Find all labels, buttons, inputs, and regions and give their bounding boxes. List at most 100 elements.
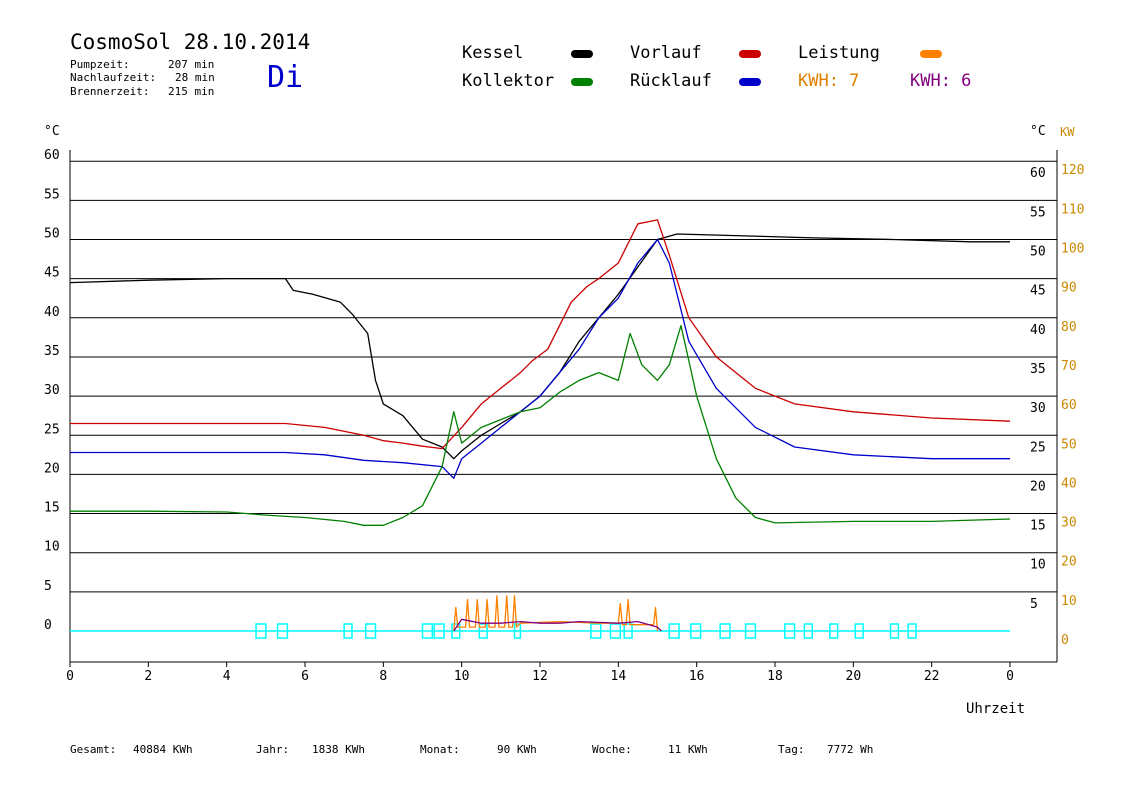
pump-block (255, 623, 267, 639)
pump-block (276, 623, 289, 639)
pumpzeit-label: Pumpzeit: (70, 58, 130, 71)
chart-grid (69, 150, 1058, 663)
legend-vorlauf-label: Vorlauf (630, 43, 702, 63)
pump-block (623, 623, 633, 639)
x-tick-label: 4 (223, 669, 231, 684)
pump-block (829, 623, 839, 639)
y-tick-label-kw: 40 (1061, 476, 1077, 491)
legend-leistung-swatch (920, 50, 942, 58)
chart-ticks: 0510152025303540455055605101520253035404… (44, 148, 1084, 684)
y-tick-label-left: 20 (44, 461, 60, 476)
pump-block (364, 623, 377, 639)
y-tick-label-kw: 100 (1061, 242, 1084, 257)
legend-kwh1: KWH: 7 (798, 71, 860, 91)
monat-value: 90 KWh (497, 743, 537, 756)
legend-kollektor-label: Kollektor (462, 71, 555, 91)
y-tick-label-left: 40 (44, 305, 60, 320)
y-tick-label-kw: 70 (1061, 359, 1077, 374)
y-tick-label-kw: 0 (1061, 633, 1069, 648)
x-tick-label: 12 (532, 669, 548, 684)
x-tick-label: 2 (144, 669, 152, 684)
x-tick-label: 8 (379, 669, 387, 684)
jahr-label: Jahr: (256, 743, 290, 756)
y-tick-label-right: 15 (1030, 519, 1046, 534)
tag-value: 7772 Wh (827, 743, 874, 756)
pump-block (478, 623, 488, 639)
y-tick-label-left: 35 (44, 344, 60, 359)
pump-block (421, 623, 434, 639)
y-tick-label-right: 55 (1030, 205, 1046, 220)
legend-kessel-label: Kessel (462, 43, 524, 63)
pump-block (433, 623, 445, 639)
pump-block (590, 623, 602, 639)
y-tick-label-kw: 120 (1061, 163, 1084, 178)
right-axis-kw-unit: KW (1060, 125, 1075, 139)
x-axis-label: Uhrzeit (966, 701, 1026, 717)
tag-label: Tag: (778, 743, 805, 756)
y-tick-label-kw: 60 (1061, 398, 1077, 413)
x-tick-label: 10 (454, 669, 470, 684)
chart-series (69, 219, 1011, 639)
gesamt-label: Gesamt: (70, 743, 117, 756)
nachlauf-label: Nachlaufzeit: (70, 71, 157, 84)
y-tick-label-right: 40 (1030, 323, 1046, 338)
nachlauf-value: 28 min (175, 71, 215, 84)
left-axis-unit: °C (44, 124, 60, 139)
x-tick-label: 20 (846, 669, 862, 684)
x-tick-label: 16 (689, 669, 705, 684)
legend-ruecklauf-swatch (739, 78, 761, 86)
y-tick-label-kw: 110 (1061, 202, 1084, 217)
brenner-label: Brennerzeit: (70, 85, 150, 98)
y-tick-label-right: 10 (1030, 558, 1046, 573)
y-tick-label-right: 60 (1030, 166, 1046, 181)
y-tick-label-left: 30 (44, 383, 60, 398)
series-line-vorlauf (70, 219, 1011, 450)
pump-block (513, 623, 522, 639)
x-tick-label: 22 (924, 669, 940, 684)
series-line-kwh2 (453, 618, 662, 632)
y-tick-label-right: 45 (1030, 284, 1046, 299)
gesamt-value: 40884 KWh (133, 743, 193, 756)
legend-kollektor-swatch (571, 78, 593, 86)
x-tick-label: 0 (66, 669, 74, 684)
x-tick-label: 14 (611, 669, 627, 684)
legend-vorlauf-swatch (739, 50, 761, 58)
pump-block (803, 623, 813, 639)
y-tick-label-right: 35 (1030, 362, 1046, 377)
x-tick-label: 6 (301, 669, 309, 684)
pump-block (609, 623, 622, 639)
pumpzeit-value: 207 min (168, 58, 215, 71)
series-line-ruecklauf (70, 238, 1010, 479)
series-line-kessel (69, 233, 1010, 460)
y-tick-label-kw: 10 (1061, 594, 1077, 609)
y-tick-label-left: 0 (44, 618, 52, 633)
y-tick-label-right: 50 (1030, 245, 1046, 260)
y-tick-label-kw: 20 (1061, 555, 1077, 570)
series-line-kollektor (70, 324, 1011, 526)
y-tick-label-kw: 90 (1061, 281, 1077, 296)
woche-label: Woche: (592, 743, 632, 756)
y-tick-label-left: 55 (44, 187, 60, 202)
y-tick-label-kw: 50 (1061, 437, 1077, 452)
pump-block (784, 623, 796, 639)
y-tick-label-right: 20 (1030, 479, 1046, 494)
y-tick-label-left: 10 (44, 540, 60, 555)
legend-ruecklauf-label: Rücklauf (630, 71, 712, 91)
y-tick-label-left: 60 (44, 148, 60, 163)
pump-block (343, 623, 353, 639)
y-tick-label-kw: 30 (1061, 516, 1077, 531)
jahr-value: 1838 KWh (312, 743, 365, 756)
monat-label: Monat: (420, 743, 460, 756)
brenner-value: 215 min (168, 85, 215, 98)
y-tick-label-right: 5 (1030, 597, 1038, 612)
y-tick-label-right: 25 (1030, 440, 1046, 455)
right-axis-unit: °C (1030, 124, 1046, 139)
legend-kwh2: KWH: 6 (910, 71, 972, 91)
pump-block (451, 623, 461, 639)
pump-block (719, 623, 731, 639)
y-tick-label-left: 5 (44, 579, 52, 594)
y-tick-label-kw: 80 (1061, 320, 1077, 335)
legend-leistung-label: Leistung (798, 43, 880, 63)
y-tick-label-left: 50 (44, 227, 60, 242)
